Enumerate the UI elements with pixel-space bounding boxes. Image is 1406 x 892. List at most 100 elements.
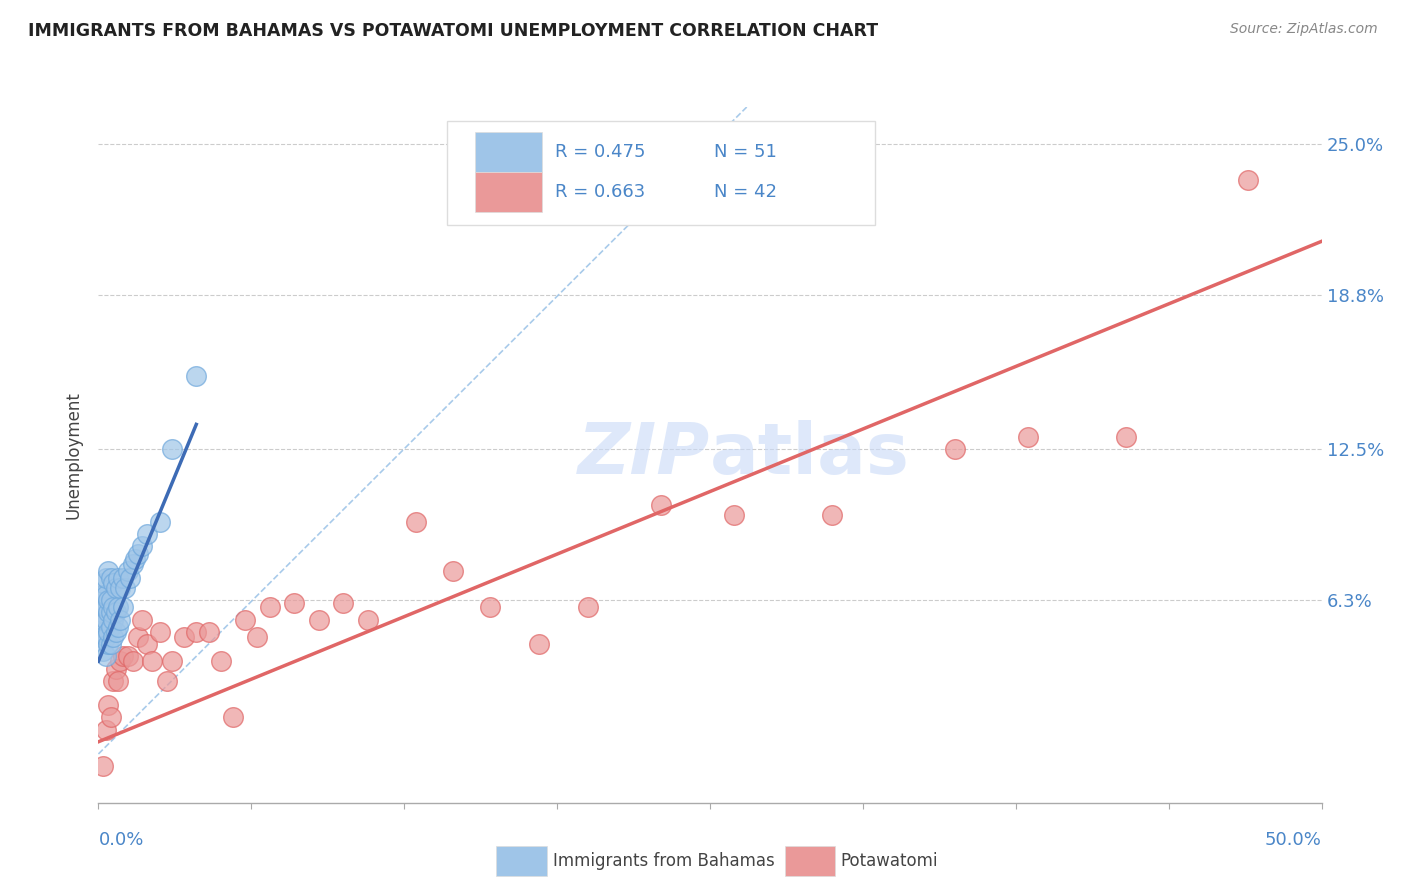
Point [94, 723, 117, 737]
Text: 50.0%: 50.0% [1265, 830, 1322, 848]
Point [101, 613, 124, 627]
Text: ZIP: ZIP [578, 420, 710, 490]
Point [283, 596, 305, 610]
Point [114, 581, 136, 595]
Point [110, 581, 132, 595]
Point [91, 613, 114, 627]
Point [160, 442, 183, 456]
Point [104, 661, 127, 675]
Point [120, 571, 142, 585]
Point [94, 588, 117, 602]
Point [110, 654, 132, 668]
Point [100, 710, 122, 724]
Point [100, 637, 122, 651]
Text: N = 42: N = 42 [714, 183, 776, 201]
Point [1115, 429, 1137, 443]
Point [111, 600, 134, 615]
Text: Immigrants from Bahamas: Immigrants from Bahamas [553, 852, 775, 870]
Point [97, 624, 120, 639]
Point [97, 564, 120, 578]
Point [821, 508, 844, 522]
Point [110, 613, 132, 627]
Point [107, 673, 129, 688]
Point [136, 637, 159, 651]
Point [91, 588, 114, 602]
Point [943, 442, 966, 456]
Text: Potawatomi: Potawatomi [841, 852, 938, 870]
Point [107, 600, 129, 615]
Point [246, 630, 269, 644]
Point [405, 515, 427, 529]
Point [441, 564, 464, 578]
Point [197, 624, 219, 639]
Point [97, 606, 120, 620]
Text: R = 0.475: R = 0.475 [555, 144, 645, 161]
Y-axis label: Unemployment: Unemployment [65, 391, 83, 519]
FancyBboxPatch shape [475, 132, 543, 172]
Point [94, 630, 117, 644]
Point [723, 508, 745, 522]
Point [111, 649, 134, 664]
Point [650, 498, 672, 512]
Point [100, 593, 122, 607]
FancyBboxPatch shape [447, 121, 875, 226]
Point [91, 576, 114, 591]
Point [100, 606, 122, 620]
Text: 0.0%: 0.0% [98, 830, 143, 848]
Point [100, 620, 122, 634]
Point [209, 654, 232, 668]
Point [136, 527, 159, 541]
Point [91, 624, 114, 639]
Point [576, 600, 599, 615]
Point [94, 600, 117, 615]
Point [101, 600, 124, 615]
Point [90, 606, 112, 620]
Point [91, 644, 114, 658]
Point [121, 654, 143, 668]
Point [97, 698, 120, 713]
Point [127, 547, 149, 561]
Point [97, 637, 120, 651]
Point [101, 673, 124, 688]
FancyBboxPatch shape [475, 172, 543, 212]
Point [104, 624, 127, 639]
Point [94, 613, 117, 627]
Point [90, 588, 112, 602]
Point [100, 571, 122, 585]
Point [173, 630, 195, 644]
Point [1017, 429, 1039, 443]
Point [131, 613, 153, 627]
Point [91, 600, 114, 615]
Point [124, 551, 146, 566]
Point [94, 649, 117, 664]
Point [131, 540, 153, 554]
Point [149, 624, 172, 639]
Text: atlas: atlas [710, 420, 910, 490]
Text: IMMIGRANTS FROM BAHAMAS VS POTAWATOMI UNEMPLOYMENT CORRELATION CHART: IMMIGRANTS FROM BAHAMAS VS POTAWATOMI UN… [28, 22, 879, 40]
Point [104, 606, 127, 620]
Point [90, 620, 112, 634]
Point [101, 630, 124, 644]
Point [156, 673, 179, 688]
Point [1237, 173, 1260, 187]
Point [121, 557, 143, 571]
Point [104, 581, 127, 595]
Point [527, 637, 550, 651]
Point [111, 571, 134, 585]
Text: R = 0.663: R = 0.663 [555, 183, 645, 201]
Point [149, 515, 172, 529]
Text: Source: ZipAtlas.com: Source: ZipAtlas.com [1230, 22, 1378, 37]
Point [91, 759, 114, 773]
Point [259, 600, 281, 615]
Point [94, 571, 117, 585]
Point [107, 571, 129, 585]
Point [90, 630, 112, 644]
Point [97, 593, 120, 607]
Point [233, 613, 256, 627]
Point [101, 576, 124, 591]
Point [127, 630, 149, 644]
Point [117, 649, 139, 664]
Point [186, 368, 208, 383]
Text: N = 51: N = 51 [714, 144, 776, 161]
Point [308, 613, 330, 627]
